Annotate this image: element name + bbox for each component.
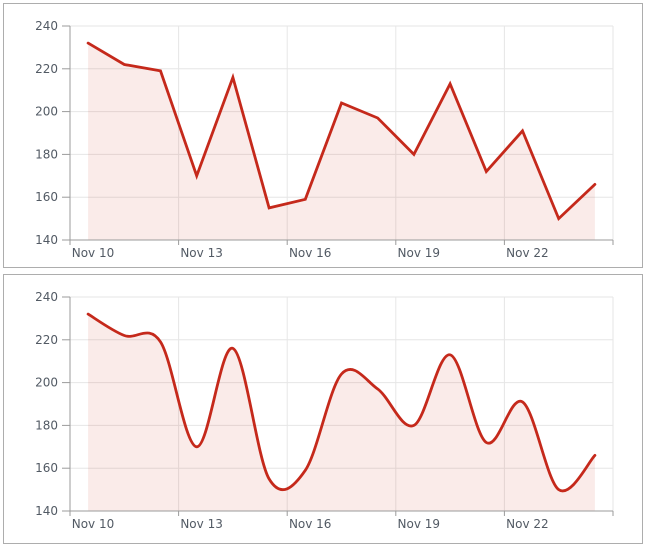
linear-area-chart: 240 220 200 180 160 140 Nov 10 Nov 13 Nov 16 Nov …: [35, 19, 614, 260]
y-tick-label: 240: [35, 19, 58, 33]
x-tick-label: Nov 13: [180, 246, 223, 260]
y-tick-label: 160: [35, 461, 58, 475]
y-tick-label: 140: [35, 233, 58, 247]
x-tick-label: Nov 19: [398, 517, 441, 531]
series-line: [86, 312, 597, 493]
y-tick-label: 220: [35, 62, 58, 76]
y-tick-label: 140: [35, 504, 58, 518]
y-tick-label: 180: [35, 418, 58, 432]
x-tick-label: Nov 22: [506, 517, 549, 531]
series-area: [88, 315, 595, 511]
x-tick-label: Nov 16: [289, 517, 332, 531]
y-tick-label: 180: [35, 147, 58, 161]
series-line: [86, 41, 597, 222]
y-tick-label: 240: [35, 290, 58, 304]
x-tick-label: Nov 22: [506, 246, 549, 260]
y-tick-label: 160: [35, 190, 58, 204]
y-tick-label: 200: [35, 105, 58, 119]
x-tick-label: Nov 19: [398, 246, 441, 260]
x-tick-label: Nov 16: [289, 246, 332, 260]
y-tick-label: 220: [35, 333, 58, 347]
x-tick-label: Nov 13: [180, 517, 223, 531]
chart-panel-spline: 240 220 200 180 160 140 Nov 10 Nov 13 Nov 16 Nov …: [3, 274, 643, 544]
x-tick-label: Nov 10: [72, 246, 115, 260]
y-tick-label: 200: [35, 376, 58, 390]
chart-panel-linear: 240 220 200 180 160 140 Nov 10 Nov 13 Nov 16 Nov …: [3, 3, 643, 268]
series-area: [88, 44, 595, 241]
x-tick-label: Nov 10: [72, 517, 115, 531]
spline-area-chart: 240 220 200 180 160 140 Nov 10 Nov 13 Nov 16 Nov …: [35, 290, 614, 531]
